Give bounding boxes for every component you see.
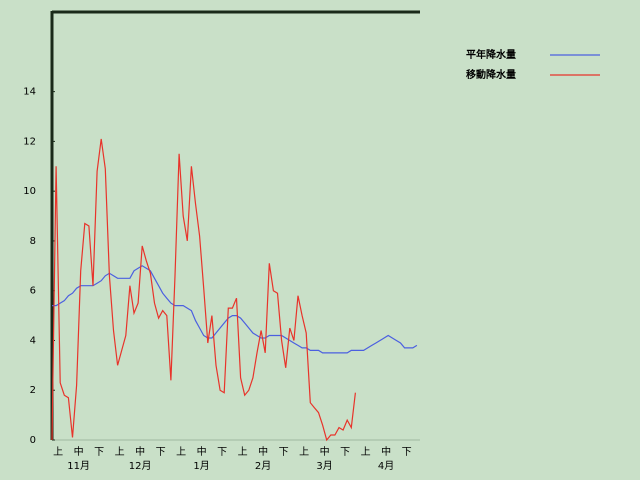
month-label: 4月 — [378, 460, 394, 472]
y-tick-label: 0 — [30, 435, 36, 446]
x-tick-label: 下 — [279, 447, 289, 458]
month-label: 3月 — [316, 460, 332, 472]
x-tick-label: 下 — [340, 447, 350, 458]
y-tick-label: 12 — [23, 136, 36, 147]
x-tick-label: 上 — [53, 446, 63, 458]
y-tick-label: 6 — [30, 286, 36, 297]
x-tick-label: 中 — [381, 445, 391, 458]
x-tick-label: 上 — [238, 446, 248, 458]
y-tick-label: 2 — [30, 385, 36, 396]
legend-label: 移動降水量 — [466, 68, 516, 81]
x-tick-label: 上 — [299, 446, 309, 458]
month-label: 2月 — [255, 460, 271, 472]
y-tick-label: 8 — [30, 236, 36, 247]
x-tick-label: 中 — [135, 445, 145, 458]
y-tick-label: 4 — [30, 335, 36, 346]
x-tick-label: 下 — [94, 447, 104, 458]
x-tick-label: 下 — [217, 447, 227, 458]
x-tick-label: 上 — [115, 446, 125, 458]
month-label: 11月 — [67, 460, 90, 472]
series-line — [52, 265, 418, 354]
x-tick-label: 中 — [197, 445, 207, 458]
y-tick-label: 14 — [23, 87, 36, 98]
x-tick-label: 上 — [361, 446, 371, 458]
x-tick-label: 上 — [176, 446, 186, 458]
x-tick-label: 下 — [156, 447, 166, 458]
x-tick-label: 下 — [402, 447, 412, 458]
month-label: 12月 — [129, 460, 152, 472]
x-tick-label: 中 — [258, 445, 268, 458]
series-line — [51, 138, 356, 442]
legend-label: 平年降水量 — [466, 48, 516, 61]
y-tick-label: 10 — [23, 186, 36, 197]
x-tick-label: 中 — [74, 445, 84, 458]
x-tick-label: 中 — [320, 445, 330, 458]
month-label: 1月 — [193, 460, 209, 472]
